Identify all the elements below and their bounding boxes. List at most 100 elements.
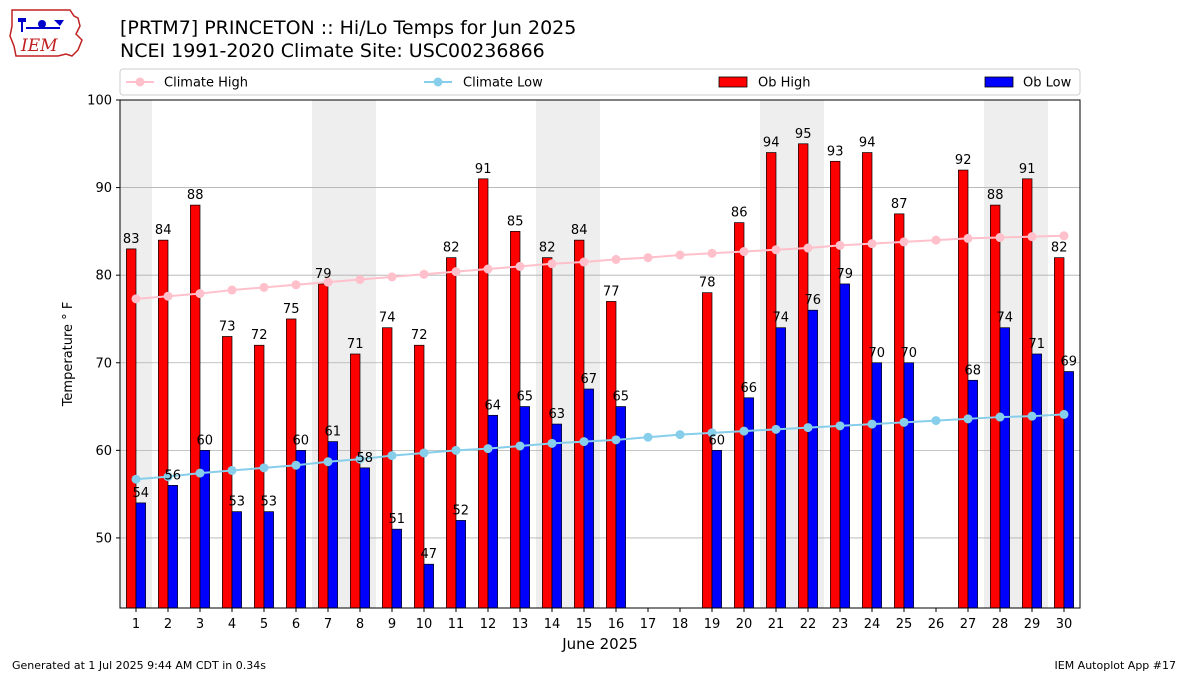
climate-low-point [835,421,845,431]
ob-low-label: 64 [485,398,502,413]
climate-high-point [707,248,717,258]
x-tick-label: 13 [512,617,529,632]
climate-high-point [803,243,813,253]
ob-high-label: 93 [827,144,844,159]
ob-high-label: 71 [347,337,364,352]
x-tick-label: 15 [576,617,593,632]
ob-high-bar [830,160,841,609]
x-tick-label: 9 [388,617,396,632]
x-tick-label: 17 [640,617,657,632]
ob-high-bar [190,204,201,609]
climate-high-point [227,285,237,295]
ob-high-bar [606,301,617,609]
ob-low-label: 53 [261,495,278,510]
ob-high-label: 82 [539,241,556,256]
ob-high-label: 78 [699,276,716,291]
climate-low-point [643,432,653,442]
climate-low-point [195,468,205,478]
ob-low-label: 70 [901,346,918,361]
ob-low-label: 52 [453,503,470,518]
legend-ob-high: Ob High [718,76,811,91]
ob-high-label: 92 [955,153,972,168]
ob-low-label: 56 [165,468,182,483]
ob-high-bar [766,152,777,609]
legend-label: Ob High [758,76,811,91]
y-tick-label: 100 [87,94,112,109]
data-labels: 83 84 88 73 72 75 79 71 74 72 82 91 85 82 84 77 78 86 94 95… [123,127,1077,562]
ob-low-bar [1063,371,1074,609]
ob-high-label: 95 [795,127,812,142]
ob-low-label: 58 [357,451,374,466]
climate-low-point [739,426,749,436]
x-axis-label: June 2025 [561,635,638,653]
x-tick-label: 24 [864,617,881,632]
iem-logo: IEM [9,9,83,57]
climate-low-point [227,465,237,475]
ob-low-bar [295,449,306,609]
ob-low-label: 69 [1061,355,1078,370]
x-tick-label: 25 [896,617,913,632]
x-tick-label: 30 [1056,617,1073,632]
climate-low-point [771,424,781,434]
ob-high-bar [254,344,265,609]
ob-high-bar [446,257,457,609]
climate-low-line [135,413,1065,481]
y-axis-label: Temperature ° F [61,302,76,408]
climate-low-point [707,428,717,438]
climate-high-point [323,277,333,287]
climate-low-point [963,414,973,424]
climate-high-point [963,233,973,243]
ob-high-label: 86 [731,206,748,221]
ob-low-bar [167,485,178,609]
legend-label: Climate High [164,76,248,91]
ob-high-bar [862,152,873,609]
ob-low-bar [775,327,786,609]
climate-low-point [931,416,941,426]
climate-high-point [451,267,461,277]
ob-high-bar [478,178,489,609]
ob-low-label: 70 [869,346,886,361]
ob-high-label: 72 [251,328,268,343]
climate-high-point [995,233,1005,243]
ob-low-bar [519,406,530,609]
climate-low-point [163,472,173,482]
x-tick-label: 29 [1024,617,1041,632]
x-tick-label: 4 [228,617,236,632]
ob-low-label: 60 [293,433,310,448]
ob-high-label: 82 [443,241,460,256]
x-tick-label: 26 [928,617,945,632]
ob-low-bar [1031,353,1042,609]
climate-high-point [355,275,365,285]
climate-high-point [515,261,525,271]
climate-low-point [451,445,461,455]
x-tick-label: 16 [608,617,625,632]
ob-high-label: 77 [603,284,620,299]
climate-high-point [739,247,749,257]
climate-high-point [835,240,845,250]
climate-low-point [131,474,141,484]
ob-low-label: 65 [517,390,534,405]
ob-low-bar [871,362,882,609]
ob-high-label: 74 [379,311,396,326]
ob-high-label: 85 [507,214,524,229]
ob-low-bar [807,309,818,609]
climate-low-point [579,437,589,447]
ob-high-bar [702,292,713,609]
climate-high-point [259,282,269,292]
ob-low-bar [359,467,370,609]
x-tick-label: 19 [704,617,721,632]
ob-high-label: 94 [763,136,780,151]
ob-high-label: 79 [315,267,332,282]
climate-high-point [867,239,877,249]
x-tick-label: 2 [164,617,172,632]
climate-high-point [387,272,397,282]
y-tick-label: 50 [95,531,112,546]
plot-frame [119,99,1081,609]
ob-high-bar [318,283,329,609]
ob-low-label: 65 [613,390,630,405]
x-tick-label: 12 [480,617,497,632]
x-tick-label: 6 [292,617,300,632]
generated-timestamp: Generated at 1 Jul 2025 9:44 AM CDT in 0… [12,659,266,672]
climate-high-point [771,245,781,255]
